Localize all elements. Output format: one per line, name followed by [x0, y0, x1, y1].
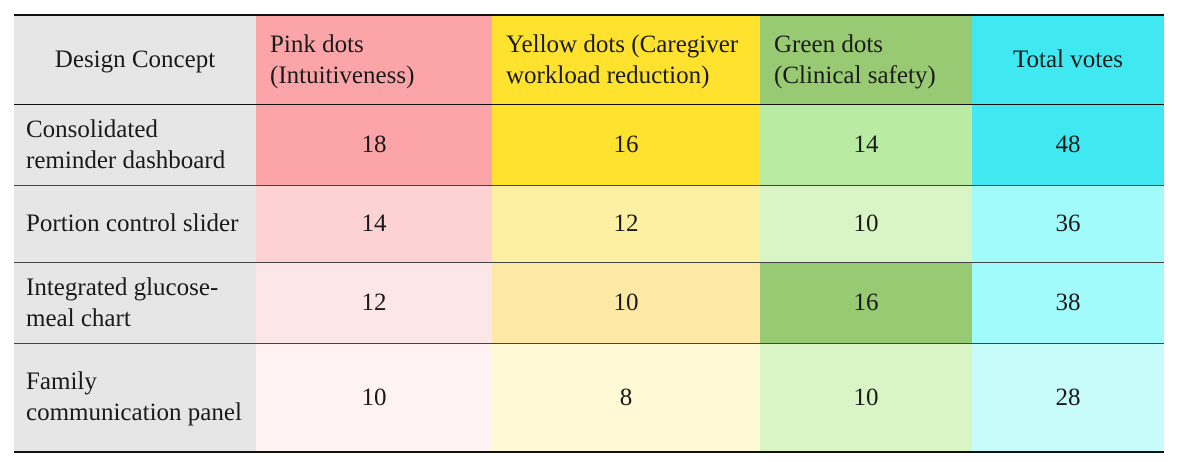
- yellow-dots-cell: 8: [492, 343, 760, 453]
- total-votes-cell: 36: [972, 185, 1164, 263]
- total-votes-cell: 38: [972, 262, 1164, 344]
- pink-dots-cell: 18: [256, 104, 492, 186]
- table-row: Family communication panel 10 8 10 28: [14, 343, 1164, 453]
- green-dots-cell: 14: [760, 104, 972, 186]
- header-design-concept: Design Concept: [14, 14, 256, 105]
- vote-tally-table: Design Concept Pink dots (Intuitiveness)…: [14, 14, 1164, 453]
- table-row: Integrated glucose-meal chart 12 10 16 3…: [14, 262, 1164, 344]
- design-concept-cell: Consolidated reminder dashboard: [14, 104, 256, 186]
- table-row: Portion control slider 14 12 10 36: [14, 185, 1164, 263]
- green-dots-cell: 10: [760, 343, 972, 453]
- header-yellow-dots: Yellow dots (Caregiver workload reductio…: [492, 14, 760, 105]
- total-votes-cell: 48: [972, 104, 1164, 186]
- yellow-dots-cell: 12: [492, 185, 760, 263]
- pink-dots-cell: 10: [256, 343, 492, 453]
- design-concept-cell: Integrated glucose-meal chart: [14, 262, 256, 344]
- table-row: Consolidated reminder dashboard 18 16 14…: [14, 104, 1164, 186]
- header-total-votes: Total votes: [972, 14, 1164, 105]
- yellow-dots-cell: 10: [492, 262, 760, 344]
- header-green-dots: Green dots (Clinical safety): [760, 14, 972, 105]
- design-concept-cell: Family communication panel: [14, 343, 256, 453]
- header-row: Design Concept Pink dots (Intuitiveness)…: [14, 14, 1164, 105]
- green-dots-cell: 10: [760, 185, 972, 263]
- design-concept-cell: Portion control slider: [14, 185, 256, 263]
- green-dots-cell: 16: [760, 262, 972, 344]
- pink-dots-cell: 14: [256, 185, 492, 263]
- total-votes-cell: 28: [972, 343, 1164, 453]
- yellow-dots-cell: 16: [492, 104, 760, 186]
- pink-dots-cell: 12: [256, 262, 492, 344]
- header-pink-dots: Pink dots (Intuitiveness): [256, 14, 492, 105]
